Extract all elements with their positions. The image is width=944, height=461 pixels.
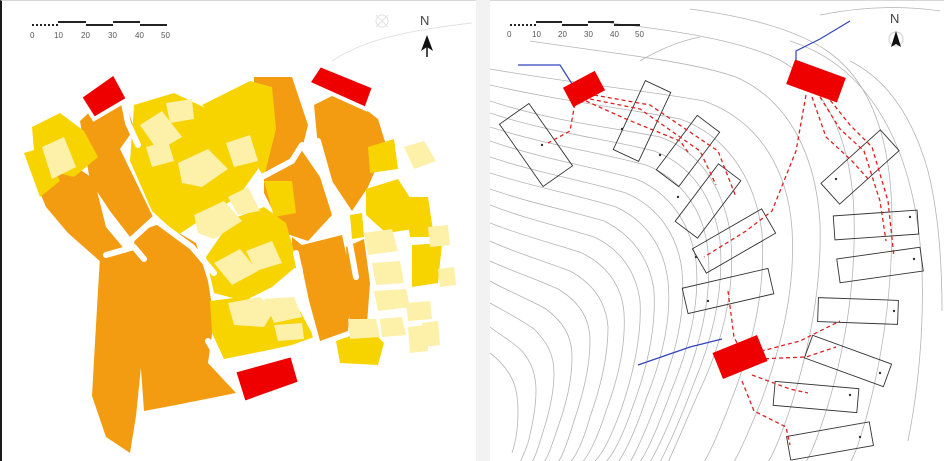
scale-tick-0: 0 (507, 30, 512, 39)
north-arrow-icon: N (888, 11, 904, 47)
scale-tick-20: 20 (558, 30, 567, 39)
scale-bar: 0 10 20 30 40 50 (30, 21, 170, 40)
dashed-paths (547, 94, 895, 446)
scale-bar: 0 10 20 30 40 50 (507, 21, 644, 39)
north-label: N (890, 11, 899, 26)
contour-lines (490, 7, 943, 461)
left-map-svg: 0 10 20 30 40 50 N (24, 13, 473, 453)
left-map-panel: 0 10 20 30 40 50 N (0, 0, 476, 461)
north-arrow-icon: N (420, 13, 433, 57)
north-label: N (420, 13, 429, 28)
scale-tick-50: 50 (635, 30, 644, 39)
building-outlines (498, 80, 924, 461)
right-map-svg: 0 10 20 30 40 50 N (490, 7, 943, 461)
red-buildings (562, 59, 846, 379)
scale-tick-30: 30 (108, 31, 117, 40)
scale-tick-10: 10 (54, 31, 63, 40)
outline-markers (540, 127, 916, 439)
scale-tick-40: 40 (610, 30, 619, 39)
red-buildings (77, 62, 377, 406)
scale-tick-10: 10 (532, 30, 541, 39)
pale-yellow-parcels (42, 99, 456, 353)
scale-tick-40: 40 (135, 31, 144, 40)
panel-gap (476, 0, 490, 461)
scale-tick-20: 20 (81, 31, 90, 40)
scale-tick-0: 0 (30, 31, 35, 40)
scale-tick-30: 30 (584, 30, 593, 39)
background-lines (331, 14, 473, 62)
right-map-panel: 0 10 20 30 40 50 N (490, 0, 944, 461)
scale-tick-50: 50 (161, 31, 170, 40)
